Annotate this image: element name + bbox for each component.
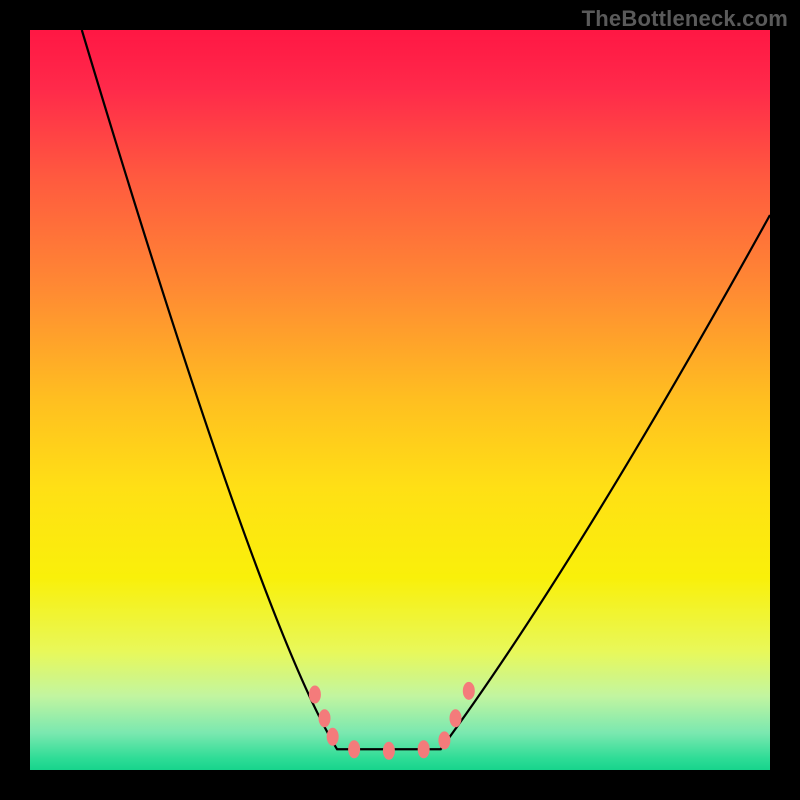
curve-marker	[418, 740, 430, 758]
curve-marker	[450, 709, 462, 727]
chart-canvas: TheBottleneck.com	[0, 0, 800, 800]
curve-marker	[463, 682, 475, 700]
curve-marker	[327, 728, 339, 746]
curve-marker	[383, 742, 395, 760]
curve-marker	[319, 709, 331, 727]
curve-marker	[438, 731, 450, 749]
marker-group	[309, 682, 475, 760]
curve-layer	[0, 0, 800, 800]
curve-marker	[348, 740, 360, 758]
bottleneck-curve	[82, 30, 770, 749]
watermark-text: TheBottleneck.com	[582, 6, 788, 32]
curve-marker	[309, 686, 321, 704]
